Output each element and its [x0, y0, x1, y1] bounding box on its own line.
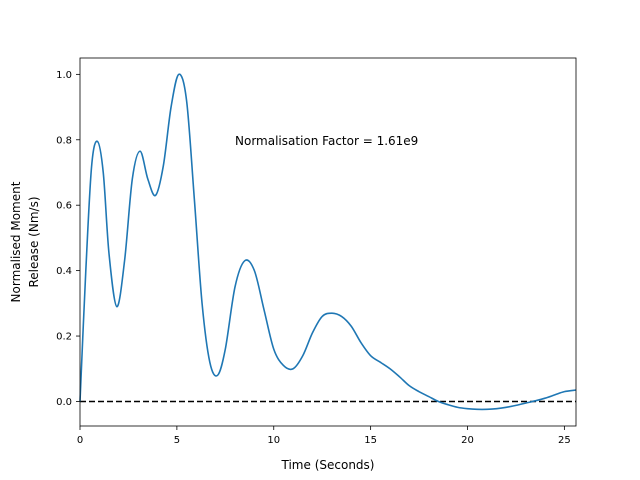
x-tick-label: 10 — [267, 435, 280, 446]
y-axis-title: Normalised Moment Release (Nm/s) — [9, 181, 41, 302]
x-tick-label: 15 — [364, 435, 377, 446]
y-tick-label: 0.2 — [56, 332, 72, 343]
x-axis-title: Time (Seconds) — [281, 458, 375, 472]
x-tick-label: 5 — [174, 435, 180, 446]
y-tick-label: 0.6 — [56, 201, 72, 212]
plot-frame — [79, 57, 577, 427]
x-tick-label: 25 — [558, 435, 571, 446]
y-tick-label: 0.8 — [56, 135, 72, 146]
normalisation-annotation: Normalisation Factor = 1.61e9 — [235, 134, 418, 148]
y-axis-title-line-1: Normalised Moment — [9, 181, 23, 302]
plot-area — [80, 58, 576, 426]
x-tick-label: 20 — [461, 435, 474, 446]
y-axis-ticks: 0.0 0.2 0.4 0.6 0.8 1.0 — [56, 70, 80, 408]
x-axis-ticks: 0 5 10 15 20 25 — [77, 426, 571, 446]
y-tick-label: 1.0 — [56, 70, 72, 81]
x-tick-label: 0 — [77, 435, 83, 446]
y-tick-label: 0.0 — [56, 397, 72, 408]
series-line — [79, 73, 577, 411]
y-axis-title-line-2: Release (Nm/s) — [27, 196, 41, 287]
y-tick-label: 0.4 — [56, 266, 72, 277]
